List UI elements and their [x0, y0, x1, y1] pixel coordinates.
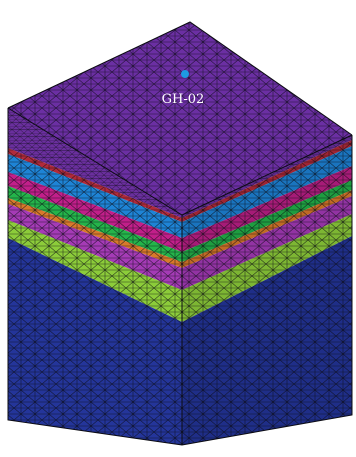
- right-band-mesh-orange-band: [182, 190, 352, 268]
- right-band-mesh-green-layer: [182, 180, 352, 262]
- left-band-mesh-base-layer: [8, 238, 182, 445]
- left-band-mesh-thin-red-band: [8, 148, 182, 222]
- left-band-mesh-top-layer: [8, 108, 182, 218]
- left-band-mesh-orange-band: [8, 198, 182, 268]
- right-band-mesh-lime-layer: [182, 214, 352, 322]
- borehole-marker: [181, 70, 189, 78]
- top-face: [8, 22, 352, 215]
- left-band-mesh-lime-layer: [8, 220, 182, 322]
- borehole-label: GH-02: [162, 92, 205, 107]
- left-band-mesh-magenta-layer: [8, 172, 182, 252]
- outer-edges: [7, 21, 353, 446]
- top-face-mesh: [8, 22, 352, 215]
- left-band-mesh-purple-layer: [8, 204, 182, 290]
- right-face: [182, 135, 352, 445]
- right-band-mesh-purple-layer: [182, 196, 352, 290]
- right-band-mesh-magenta-layer: [182, 166, 352, 252]
- left-band-mesh-green-layer: [8, 186, 182, 262]
- right-band-mesh-blue-layer: [182, 146, 352, 238]
- right-band-mesh-thin-red-band: [182, 140, 352, 222]
- left-band-mesh-blue-layer: [8, 154, 182, 238]
- right-band-mesh-top-layer: [182, 135, 352, 218]
- right-band-mesh-base-layer: [182, 236, 352, 445]
- left-face: [8, 108, 182, 445]
